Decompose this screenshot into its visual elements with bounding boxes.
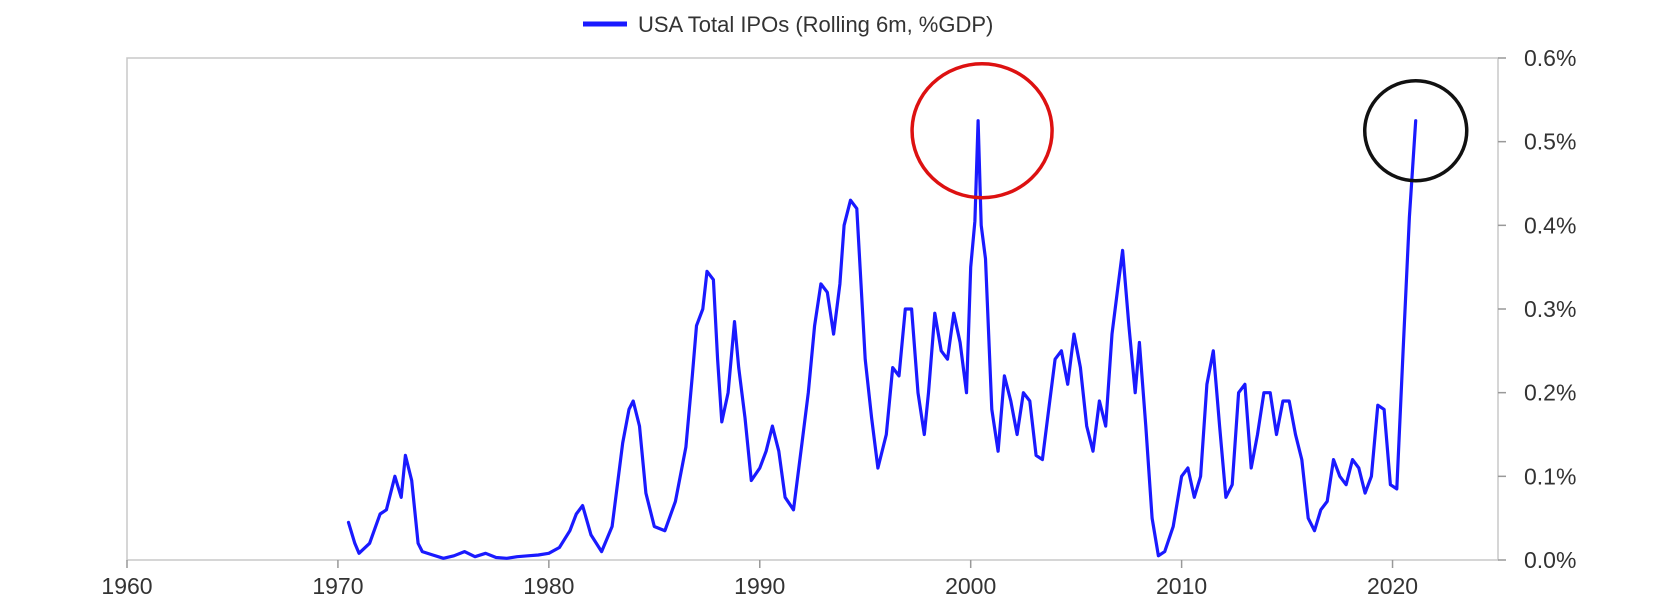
annotation-layer: [910, 62, 1469, 200]
x-tick-label: 2000: [945, 573, 996, 599]
x-tick-label: 2010: [1156, 573, 1207, 599]
y-tick-label: 0.2%: [1524, 380, 1576, 406]
y-tick-label: 0.0%: [1524, 547, 1576, 573]
series-line: [346, 119, 1418, 560]
peak-2021-highlight: [1362, 79, 1469, 183]
y-tick-label: 0.6%: [1524, 45, 1576, 71]
y-tick-label: 0.4%: [1524, 212, 1576, 238]
y-tick-label: 0.5%: [1524, 129, 1576, 155]
peak-2000-highlight: [910, 62, 1054, 200]
x-tick-label: 1980: [523, 573, 574, 599]
x-tick-label: 1990: [734, 573, 785, 599]
x-tick-label: 1970: [312, 573, 363, 599]
series-layer: [346, 119, 1418, 560]
x-tick-label: 1960: [101, 573, 152, 599]
x-axis: 1960 1970 1980 1990 2000 2010 2020: [101, 560, 1418, 599]
y-tick-label: 0.1%: [1524, 463, 1576, 489]
x-tick-label: 2020: [1367, 573, 1418, 599]
legend: USA Total IPOs (Rolling 6m, %GDP): [583, 12, 993, 37]
plot-area: [126, 57, 1499, 561]
legend-label: USA Total IPOs (Rolling 6m, %GDP): [638, 12, 993, 37]
y-axis: 0.0% 0.1% 0.2% 0.3% 0.4% 0.5% 0.6%: [1498, 45, 1576, 573]
y-tick-label: 0.3%: [1524, 296, 1576, 322]
